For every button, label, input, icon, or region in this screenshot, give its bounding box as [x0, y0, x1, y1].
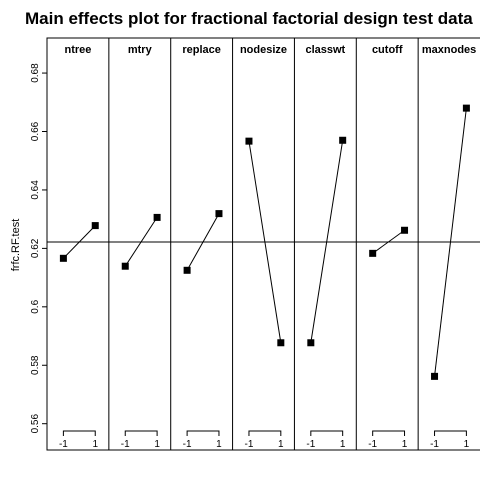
point-maxnodes-high — [462, 104, 470, 112]
point-replace-low — [183, 266, 191, 274]
plot-area: 0.56 0.58 0.6 0.62 0.64 0.66 0.68 ntree -1 1 mtry -… — [30, 37, 480, 451]
y-tick-label: 0.66 — [30, 121, 41, 141]
y-axis-label: frfc.RF.test — [10, 219, 22, 272]
y-tick-label: 0.64 — [30, 180, 41, 200]
panel-label-mtry: mtry — [128, 44, 153, 56]
point-cutoff-low — [369, 249, 377, 257]
level-label-low: -1 — [183, 439, 192, 450]
level-label-high: 1 — [464, 439, 470, 450]
panel-label-nodesize: nodesize — [240, 44, 287, 56]
level-label-low: -1 — [306, 439, 315, 450]
level-label-low: -1 — [430, 439, 439, 450]
level-label-high: 1 — [92, 439, 98, 450]
point-mtry-low — [121, 262, 129, 270]
chart-title: Main effects plot for fractional factori… — [25, 9, 473, 28]
level-bracket — [186, 430, 220, 436]
level-label-high: 1 — [340, 439, 346, 450]
point-nodesize-low — [245, 137, 253, 145]
level-bracket — [124, 430, 158, 436]
point-classwt-high — [339, 136, 347, 144]
level-label-high: 1 — [278, 439, 284, 450]
level-bracket — [372, 430, 406, 436]
effect-line-replace — [186, 213, 220, 271]
level-bracket — [434, 430, 467, 436]
panel-label-classwt: classwt — [305, 44, 345, 56]
level-label-high: 1 — [216, 439, 222, 450]
y-tick-label: 0.68 — [30, 63, 41, 83]
point-cutoff-high — [401, 226, 409, 234]
point-nodesize-high — [277, 339, 285, 347]
level-label-low: -1 — [59, 439, 68, 450]
y-tick-label: 0.56 — [30, 414, 41, 434]
panel-label-ntree: ntree — [64, 44, 91, 56]
level-bracket — [310, 430, 344, 436]
y-tick-label: 0.58 — [30, 355, 41, 375]
effect-line-ntree — [63, 225, 96, 259]
level-label-high: 1 — [402, 439, 408, 450]
level-label-low: -1 — [121, 439, 130, 450]
point-mtry-high — [153, 213, 161, 221]
panel-label-maxnodes: maxnodes — [422, 44, 476, 56]
y-tick-label: 0.62 — [30, 238, 41, 258]
point-ntree-low — [59, 254, 67, 262]
panel-label-cutoff: cutoff — [372, 44, 403, 56]
point-classwt-low — [307, 339, 315, 347]
level-label-low: -1 — [368, 439, 377, 450]
y-tick-label: 0.6 — [30, 299, 41, 313]
effect-line-classwt — [310, 140, 344, 343]
level-bracket — [62, 430, 96, 436]
plot-frame — [46, 37, 480, 451]
level-bracket — [248, 430, 282, 436]
panel-label-replace: replace — [182, 44, 221, 56]
effect-line-cutoff — [372, 229, 405, 254]
point-maxnodes-low — [431, 372, 439, 380]
effect-line-nodesize — [248, 141, 282, 343]
point-ntree-high — [91, 222, 99, 230]
effect-line-maxnodes — [434, 108, 467, 377]
point-replace-high — [215, 210, 223, 218]
level-label-high: 1 — [154, 439, 160, 450]
effect-line-mtry — [124, 217, 158, 267]
level-label-low: -1 — [245, 439, 254, 450]
